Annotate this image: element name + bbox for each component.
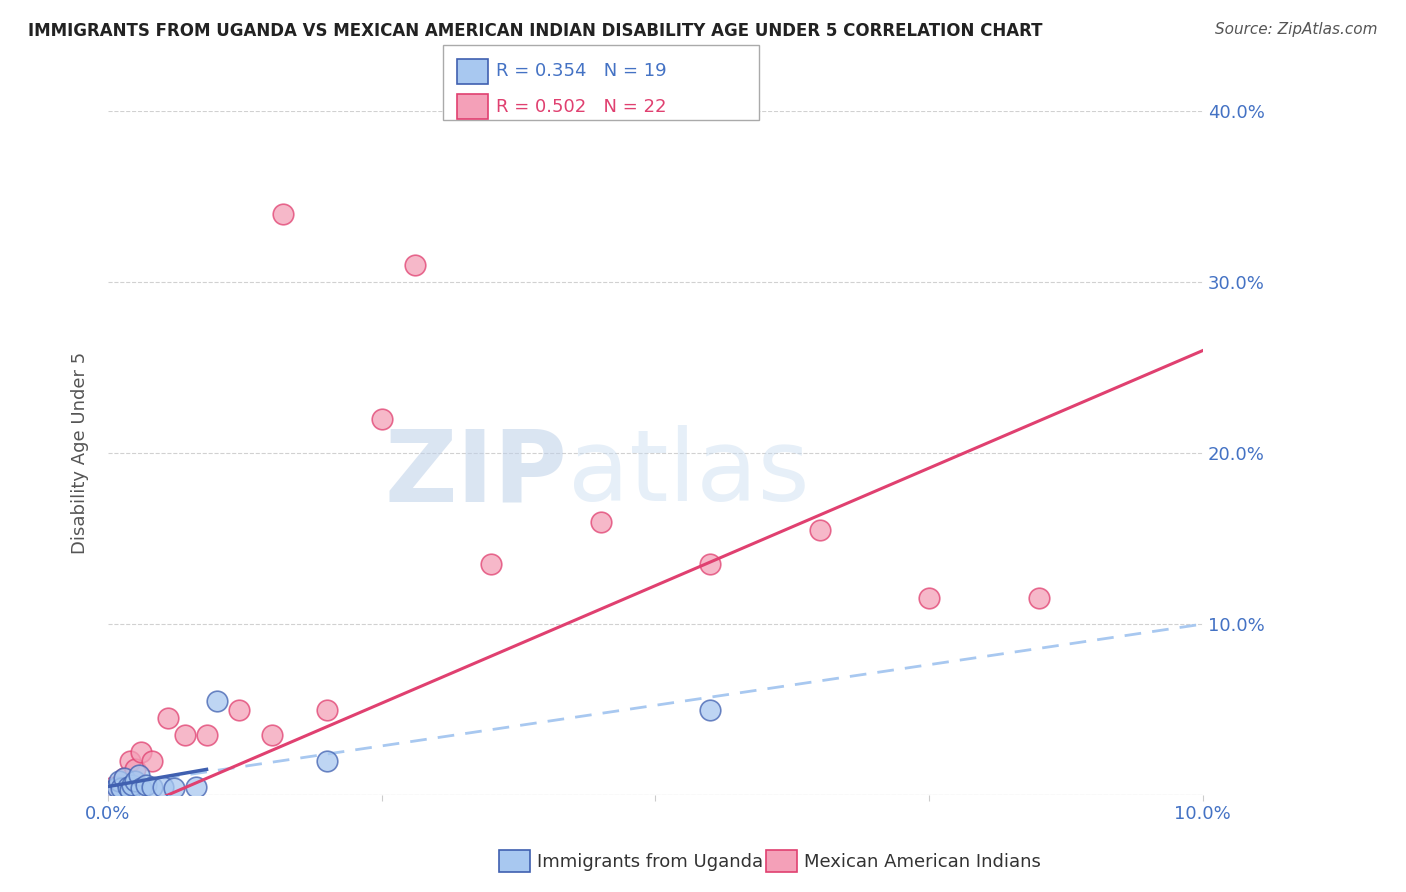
Text: R = 0.354   N = 19: R = 0.354 N = 19 (496, 62, 666, 80)
Point (118, 783, 141, 797)
Point (271, 207, 294, 221)
Point (117, 780, 139, 794)
Point (699, 558, 721, 572)
Point (808, 523, 831, 537)
Point (129, 781, 152, 796)
Point (110, 781, 132, 796)
Point (141, 754, 163, 768)
Text: Immigrants from Uganda: Immigrants from Uganda (537, 853, 763, 871)
Point (195, 728, 218, 742)
Text: Source: ZipAtlas.com: Source: ZipAtlas.com (1215, 22, 1378, 37)
Point (128, 767, 150, 781)
Point (404, 258, 426, 272)
Point (141, 780, 163, 794)
Point (589, 515, 612, 529)
Point (135, 778, 157, 792)
Point (129, 745, 152, 759)
Point (108, 774, 131, 789)
Point (479, 558, 502, 572)
Point (1028, 591, 1050, 606)
Point (108, 780, 131, 794)
Point (105, 780, 128, 794)
Point (163, 781, 186, 796)
Point (103, 780, 125, 794)
Point (112, 771, 135, 785)
Point (228, 702, 250, 716)
Point (316, 754, 339, 768)
Point (118, 754, 141, 768)
Point (316, 702, 339, 716)
Point (173, 728, 195, 742)
Point (124, 774, 146, 789)
Y-axis label: Disability Age Under 5: Disability Age Under 5 (72, 352, 89, 554)
Text: IMMIGRANTS FROM UGANDA VS MEXICAN AMERICAN INDIAN DISABILITY AGE UNDER 5 CORRELA: IMMIGRANTS FROM UGANDA VS MEXICAN AMERIC… (28, 22, 1043, 40)
Point (918, 591, 941, 606)
Point (370, 412, 392, 426)
Text: ZIP: ZIP (385, 425, 568, 522)
Point (121, 778, 143, 792)
Text: R = 0.502   N = 22: R = 0.502 N = 22 (496, 98, 666, 116)
Text: atlas: atlas (568, 425, 810, 522)
Point (262, 728, 284, 742)
Point (152, 780, 174, 794)
Point (184, 780, 207, 794)
Point (103, 783, 125, 797)
Point (124, 763, 146, 777)
Point (157, 711, 180, 725)
Text: Mexican American Indians: Mexican American Indians (804, 853, 1040, 871)
Point (112, 771, 135, 785)
Point (207, 694, 229, 708)
Point (699, 702, 721, 716)
